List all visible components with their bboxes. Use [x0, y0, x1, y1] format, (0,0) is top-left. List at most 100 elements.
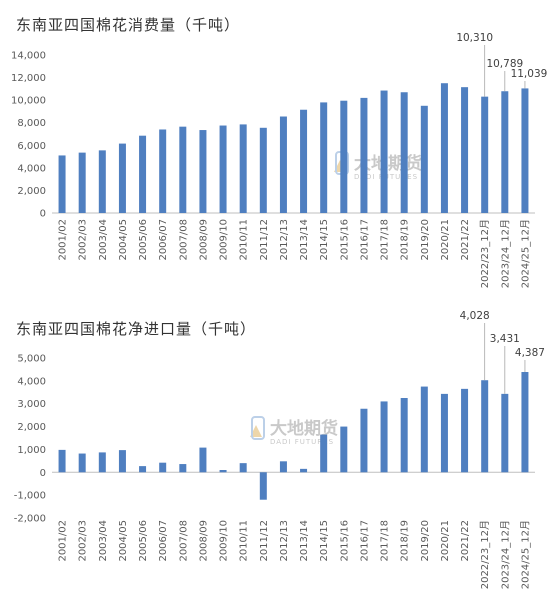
x-tick-label: 2006/07 [158, 219, 169, 261]
x-tick-label: 2015/16 [339, 520, 350, 562]
y-tick-label: 10,000 [11, 96, 46, 107]
bar [219, 125, 227, 213]
bar [521, 372, 529, 473]
bar [481, 380, 489, 473]
x-tick-label: 2024/25_12月 [519, 219, 531, 288]
bar [139, 466, 147, 473]
y-tick-label: -1,000 [14, 491, 46, 502]
y-tick-label: -2,000 [14, 514, 46, 525]
x-tick-label: 2014/15 [319, 219, 330, 261]
bar [239, 124, 247, 213]
x-tick-label: 2012/13 [279, 219, 290, 261]
x-tick-label: 2015/16 [339, 219, 350, 261]
x-tick-label: 2022/23_12月 [479, 520, 491, 589]
x-tick-label: 2004/05 [118, 520, 129, 562]
x-tick-label: 2001/02 [58, 520, 69, 562]
data-label: 11,039 [511, 68, 548, 80]
x-tick-label: 2022/23_12月 [479, 219, 491, 288]
y-tick-label: 3,000 [17, 399, 46, 410]
bar [481, 96, 489, 213]
data-label: 4,028 [460, 310, 490, 322]
x-tick-label: 2003/04 [98, 219, 109, 261]
x-tick-label: 2006/07 [158, 520, 169, 562]
net-import-chart-panel: 东南亚四国棉花净进口量（千吨） 大地期货 DADI FUTURES -2,000 -1… [0, 304, 550, 608]
x-tick-label: 2013/14 [299, 219, 310, 261]
y-tick-label: 5,000 [17, 354, 46, 365]
y-tick-label: 8,000 [17, 118, 46, 129]
bar [440, 83, 448, 213]
y-tick-label: 4,000 [17, 163, 46, 174]
x-tick-label: 2020/21 [440, 219, 451, 261]
x-tick-label: 2005/06 [138, 219, 149, 261]
bar [420, 386, 428, 473]
y-tick-label: 2,000 [17, 422, 46, 433]
bar [199, 130, 207, 213]
bar [199, 447, 207, 473]
data-label: 10,310 [456, 32, 493, 44]
data-label: 3,431 [490, 333, 520, 345]
x-tick-label: 2024/25_12月 [519, 520, 531, 589]
bar [380, 90, 388, 213]
x-tick-label: 2019/20 [420, 219, 431, 261]
x-tick-label: 2021/22 [460, 219, 471, 261]
y-tick-label: 4,000 [17, 376, 46, 387]
bar [279, 116, 287, 213]
x-tick-label: 2002/03 [78, 219, 89, 261]
y-tick-label: 14,000 [11, 51, 46, 62]
net-import-chart-title: 东南亚四国棉花净进口量（千吨） [16, 320, 257, 338]
bar [320, 434, 328, 473]
bar [380, 401, 388, 473]
x-tick-label: 2011/12 [259, 219, 270, 261]
x-tick-label: 2018/19 [400, 520, 411, 562]
bar [179, 464, 187, 473]
bar [440, 393, 448, 473]
bar [360, 408, 368, 473]
data-label: 10,789 [486, 58, 523, 70]
y-tick-label: 2,000 [17, 186, 46, 197]
bar [521, 88, 529, 213]
bar [400, 92, 408, 213]
x-tick-label: 2017/18 [380, 219, 391, 261]
bar [360, 97, 368, 213]
bar [259, 127, 267, 213]
bar [58, 155, 66, 213]
watermark-brand-cn: 大地期货 [270, 418, 338, 439]
x-tick-label: 2012/13 [279, 520, 290, 562]
bar [219, 470, 227, 473]
x-tick-label: 2016/17 [359, 520, 370, 562]
bar [98, 452, 106, 473]
x-tick-label: 2016/17 [359, 219, 370, 261]
y-tick-label: 6,000 [17, 141, 46, 152]
x-tick-label: 2002/03 [78, 520, 89, 562]
x-tick-label: 2013/14 [299, 520, 310, 562]
bar [118, 450, 126, 473]
x-tick-label: 2019/20 [420, 520, 431, 562]
bar [400, 398, 408, 473]
bar [118, 143, 126, 213]
x-tick-label: 2023/24_12月 [499, 520, 511, 589]
x-tick-label: 2007/08 [178, 219, 189, 261]
x-tick-label: 2020/21 [440, 520, 451, 562]
bar [159, 129, 167, 213]
x-tick-label: 2008/09 [198, 520, 209, 562]
x-tick-label: 2011/12 [259, 520, 270, 562]
bar [179, 126, 187, 213]
x-tick-label: 2009/10 [219, 219, 230, 261]
bar [279, 461, 287, 473]
x-tick-label: 2023/24_12月 [499, 219, 511, 288]
x-tick-label: 2018/19 [400, 219, 411, 261]
watermark-brand-en: DADI FUTURES [270, 438, 334, 446]
data-label: 4,387 [515, 347, 545, 359]
x-tick-label: 2003/04 [98, 520, 109, 562]
x-tick-label: 2007/08 [178, 520, 189, 562]
x-tick-label: 2021/22 [460, 520, 471, 562]
bar [461, 87, 469, 213]
x-tick-label: 2014/15 [319, 520, 330, 562]
x-tick-label: 2008/09 [198, 219, 209, 261]
bar [98, 150, 106, 213]
y-tick-label: 12,000 [11, 73, 46, 84]
